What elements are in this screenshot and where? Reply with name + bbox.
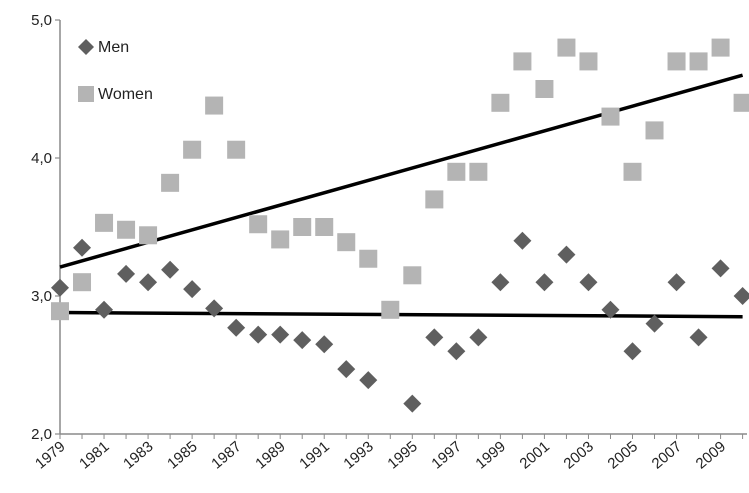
point-women <box>623 162 642 181</box>
point-women <box>425 190 444 209</box>
point-women <box>227 140 246 159</box>
y-tick-label: 4,0 <box>31 150 52 167</box>
point-women <box>139 226 158 245</box>
point-men <box>205 299 224 318</box>
point-men <box>183 280 202 299</box>
y-tick-label: 2,0 <box>31 426 52 443</box>
point-men <box>535 273 554 292</box>
point-men <box>623 342 642 361</box>
point-women <box>535 80 554 98</box>
point-women <box>73 273 92 292</box>
x-tick-label: 1999 <box>472 438 508 472</box>
point-women <box>711 38 730 57</box>
point-men <box>733 287 749 305</box>
point-men <box>249 325 268 344</box>
point-women <box>337 233 356 252</box>
point-men <box>513 231 532 250</box>
point-women <box>469 162 488 181</box>
point-men <box>425 328 444 347</box>
point-men <box>315 335 334 354</box>
point-men <box>271 325 290 344</box>
point-men <box>51 278 69 297</box>
point-women <box>645 121 664 140</box>
point-men <box>293 331 312 350</box>
point-women <box>315 218 334 236</box>
x-tick-label: 1997 <box>428 438 464 472</box>
point-men <box>337 360 356 379</box>
point-women <box>733 93 749 112</box>
x-tick-label: 1993 <box>340 438 376 472</box>
x-tick-label: 2009 <box>693 438 729 472</box>
point-men <box>95 300 114 319</box>
point-men <box>667 273 686 292</box>
trendlines <box>59 73 744 319</box>
point-women <box>579 52 598 71</box>
point-women <box>161 173 180 192</box>
point-men <box>689 328 708 347</box>
point-women <box>95 213 114 232</box>
point-men <box>579 273 598 292</box>
x-tick-label: 1985 <box>164 438 200 472</box>
point-women <box>51 302 69 321</box>
x-tick-label: 2005 <box>605 438 641 472</box>
point-men <box>447 342 466 361</box>
legend-marker-women <box>78 86 94 102</box>
point-women <box>271 230 290 249</box>
point-women <box>381 300 400 319</box>
point-women <box>557 38 576 57</box>
point-women <box>183 140 202 159</box>
data-points <box>51 38 749 413</box>
point-women <box>491 93 510 112</box>
point-women <box>249 215 268 234</box>
x-tick-label: 1987 <box>208 438 244 472</box>
x-tick-label: 1983 <box>120 438 156 472</box>
point-women <box>601 107 620 126</box>
point-men <box>491 273 510 292</box>
point-men <box>161 260 180 279</box>
point-men <box>711 259 730 278</box>
x-tick-label: 1981 <box>76 438 112 472</box>
x-tick-label: 1991 <box>296 438 332 472</box>
point-men <box>139 273 158 292</box>
point-women <box>513 52 532 71</box>
point-women <box>667 52 686 71</box>
point-women <box>447 162 466 181</box>
point-women <box>205 96 224 115</box>
legend-marker-men <box>78 39 94 55</box>
point-men <box>557 245 576 264</box>
point-women <box>117 220 136 239</box>
point-men <box>403 394 422 413</box>
y-tick-label: 5,0 <box>31 12 52 29</box>
legend-label-men: Men <box>98 39 129 56</box>
point-men <box>227 318 246 337</box>
x-tick-label: 2003 <box>561 438 597 472</box>
trendline-women <box>59 73 744 269</box>
tick-labels: 2,0 3,0 4,0 5,0 1979 1981 1983 1985 1987 1989 1991… <box>31 12 729 473</box>
point-women <box>359 249 378 268</box>
y-tick-label: 3,0 <box>31 288 52 305</box>
point-men <box>117 264 136 283</box>
point-women <box>293 218 312 236</box>
x-tick-label: 1979 <box>32 438 68 472</box>
point-men <box>601 300 620 319</box>
legend: Men Women <box>78 39 153 103</box>
point-women <box>403 266 422 285</box>
legend-item-men: Men <box>78 39 129 56</box>
point-men <box>469 328 488 347</box>
x-tick-label: 2007 <box>649 438 685 472</box>
trendline-men <box>59 310 743 319</box>
x-tick-label: 1995 <box>384 438 420 472</box>
point-men <box>359 371 378 390</box>
point-men <box>645 314 664 333</box>
x-tick-label: 2001 <box>517 438 553 472</box>
axes <box>55 19 747 439</box>
legend-label-women: Women <box>98 86 153 103</box>
point-women <box>689 52 708 71</box>
legend-item-women: Women <box>78 86 153 103</box>
x-tick-label: 1989 <box>252 438 288 472</box>
point-men <box>73 238 92 257</box>
